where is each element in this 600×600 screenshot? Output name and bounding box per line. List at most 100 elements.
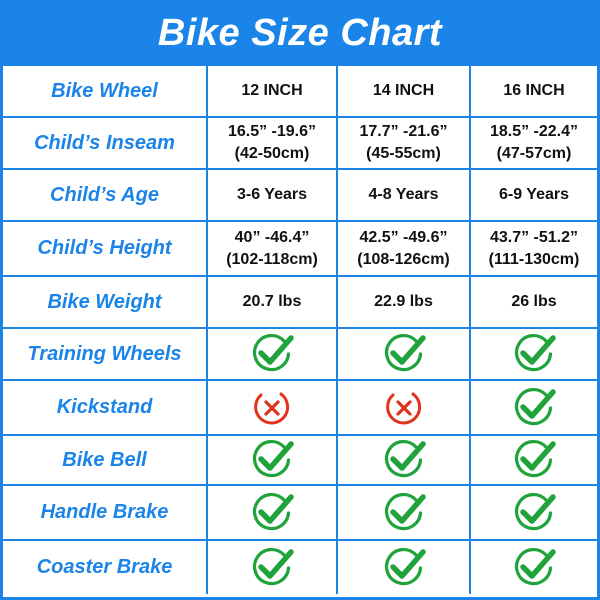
check-icon <box>514 492 556 530</box>
cell-value: 22.9 lbs <box>374 291 433 313</box>
cell-value: 16.5” -19.6” (42-50cm) <box>228 121 316 165</box>
cell-value-line: 16 INCH <box>503 82 565 99</box>
cell-coaster-brake-1 <box>208 541 338 594</box>
cell-bike-wheel-1: 12 INCH <box>208 66 338 118</box>
row-label-text: Bike Bell <box>62 448 147 471</box>
row-label-text: Bike Weight <box>47 290 162 313</box>
row-label-bike-weight: Bike Weight <box>3 277 208 329</box>
row-label-bike-bell: Bike Bell <box>3 436 208 486</box>
cell-childs-age-1: 3-6 Years <box>208 170 338 222</box>
cell-value-line: 26 lbs <box>511 293 557 310</box>
row-label-childs-height: Child’s Height <box>3 222 208 277</box>
cell-value: 18.5” -22.4” (47-57cm) <box>490 121 578 165</box>
check-icon <box>384 547 426 585</box>
cell-value: 17.7” -21.6” (45-55cm) <box>359 121 447 165</box>
cell-training-wheels-1 <box>208 329 338 381</box>
cell-value: 26 lbs <box>511 291 556 313</box>
cell-bike-bell-3 <box>471 436 597 486</box>
cell-childs-age-2: 4-8 Years <box>338 170 471 222</box>
cell-coaster-brake-3 <box>471 541 597 594</box>
row-label-bike-wheel: Bike Wheel <box>3 66 208 118</box>
cell-value-line: 20.7 lbs <box>242 293 302 310</box>
cell-childs-height-2: 42.5” -49.6” (108-126cm) <box>338 222 471 277</box>
cell-value-line: 6-9 Years <box>499 186 569 203</box>
check-icon <box>252 439 294 478</box>
cell-childs-inseam-3: 18.5” -22.4” (47-57cm) <box>471 118 597 170</box>
cell-value: 16 INCH <box>503 80 564 102</box>
check-icon <box>384 439 426 478</box>
cell-coaster-brake-2 <box>338 541 471 594</box>
cell-value: 40” -46.4” (102-118cm) <box>226 227 318 271</box>
cell-value: 6-9 Years <box>499 184 569 206</box>
cell-childs-inseam-2: 17.7” -21.6” (45-55cm) <box>338 118 471 170</box>
check-icon <box>514 387 556 425</box>
row-label-handle-brake: Handle Brake <box>3 486 208 541</box>
row-label-text: Coaster Brake <box>36 556 173 578</box>
cell-value-line: (102-118cm) <box>226 250 318 268</box>
cell-value-line: 22.9 lbs <box>374 293 433 310</box>
check-icon <box>384 333 426 372</box>
row-label-kickstand: Kickstand <box>3 381 208 436</box>
cell-value: 42.5” -49.6” (108-126cm) <box>357 227 450 271</box>
cell-childs-height-3: 43.7” -51.2” (111-130cm) <box>471 222 597 277</box>
row-label-training-wheels: Training Wheels <box>3 329 208 381</box>
cell-bike-weight-1: 20.7 lbs <box>208 277 338 329</box>
check-icon <box>514 439 556 478</box>
cell-bike-wheel-3: 16 INCH <box>471 66 597 118</box>
row-label-childs-inseam: Child’s Inseam <box>3 118 208 170</box>
cell-value-line: 4-8 Years <box>368 186 439 203</box>
cell-value: 43.7” -51.2” (111-130cm) <box>489 227 580 271</box>
cell-kickstand-1 <box>208 381 338 436</box>
chart-title: Bike Size Chart <box>157 11 443 54</box>
cell-childs-height-1: 40” -46.4” (102-118cm) <box>208 222 338 277</box>
cell-bike-weight-3: 26 lbs <box>471 277 597 329</box>
cell-handle-brake-2 <box>338 486 471 541</box>
cell-bike-bell-1 <box>208 436 338 486</box>
cell-value-line: 42.5” -49.6” <box>359 228 448 246</box>
cell-value: 14 INCH <box>373 80 434 102</box>
check-icon <box>384 492 426 530</box>
cell-bike-weight-2: 22.9 lbs <box>338 277 471 329</box>
cell-value-line: (111-130cm) <box>488 250 580 268</box>
row-label-text: Child’s Inseam <box>34 131 175 154</box>
cell-value-line: 3-6 Years <box>237 186 307 203</box>
cell-value-line: (47-57cm) <box>496 145 572 162</box>
row-label-text: Training Wheels <box>27 342 182 365</box>
row-label-text: Bike Wheel <box>51 79 158 102</box>
check-icon <box>252 547 294 585</box>
row-label-text: Handle Brake <box>40 501 169 523</box>
title-bar: Bike Size Chart <box>0 0 600 66</box>
cell-bike-bell-2 <box>338 436 471 486</box>
cell-kickstand-2 <box>338 381 471 436</box>
cell-value-line: (42-50cm) <box>234 145 310 162</box>
cell-training-wheels-2 <box>338 329 471 381</box>
cell-value-line: 40” -46.4” <box>234 228 310 246</box>
row-label-text: Child’s Age <box>50 183 159 206</box>
cell-value-line: 14 INCH <box>372 82 435 99</box>
cell-childs-inseam-1: 16.5” -19.6” (42-50cm) <box>208 118 338 170</box>
cell-value: 4-8 Years <box>369 184 439 206</box>
row-label-childs-age: Child’s Age <box>3 170 208 222</box>
cross-icon <box>254 392 290 424</box>
row-label-text: Kickstand <box>56 396 153 418</box>
check-icon <box>252 333 294 372</box>
size-table: Bike Wheel 12 INCH 14 INCH 16 INCH Child’s I… <box>0 66 600 600</box>
cell-value-line: (45-55cm) <box>366 145 441 162</box>
check-icon <box>252 492 294 530</box>
cell-kickstand-3 <box>471 381 597 436</box>
cell-bike-wheel-2: 14 INCH <box>338 66 471 118</box>
cell-value-line: 43.7” -51.2” <box>489 228 579 246</box>
cell-value-line: 18.5” -22.4” <box>489 123 579 140</box>
cell-handle-brake-1 <box>208 486 338 541</box>
cell-value: 20.7 lbs <box>243 291 302 313</box>
check-icon <box>514 547 556 585</box>
cell-training-wheels-3 <box>471 329 597 381</box>
cell-handle-brake-3 <box>471 486 597 541</box>
row-label-text: Child’s Height <box>37 237 172 259</box>
cell-value-line: (108-126cm) <box>357 250 450 268</box>
cell-value: 12 INCH <box>241 80 302 102</box>
cross-icon <box>385 392 421 424</box>
check-icon <box>514 333 556 372</box>
row-label-coaster-brake: Coaster Brake <box>3 541 208 594</box>
